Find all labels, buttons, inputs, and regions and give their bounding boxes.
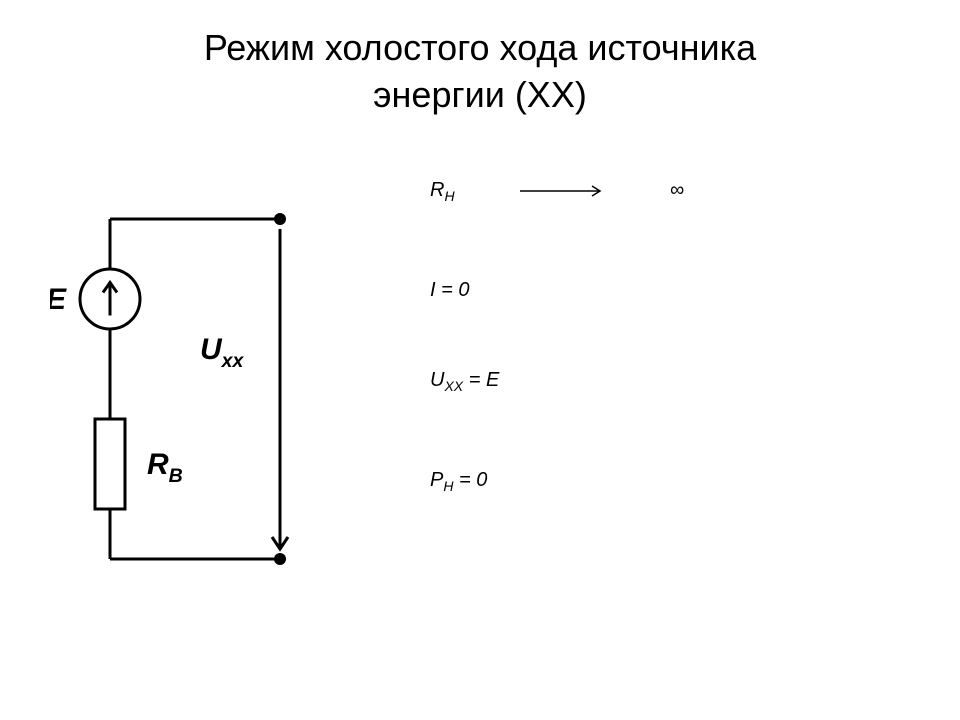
title-line-2: энергии (ХХ) — [373, 74, 587, 115]
infinity-symbol: ∞ — [670, 179, 684, 201]
uxx-sub: ХХ — [444, 378, 463, 394]
svg-text:RВ: RВ — [147, 448, 183, 487]
eq-ph-zero: PН = 0 — [430, 469, 487, 494]
eq-i-text: I = 0 — [430, 279, 469, 301]
title-line-1: Режим холостого хода источника — [204, 27, 756, 68]
eq-rh-limit: RН — [430, 179, 455, 204]
limit-arrow — [520, 179, 640, 209]
circuit-diagram: E Uхх RВ — [50, 159, 390, 599]
ph-rhs: = 0 — [459, 469, 487, 491]
eq-infinity: ∞ — [670, 179, 684, 202]
uxx-lhs: U — [430, 369, 444, 391]
rh-var: R — [430, 179, 444, 201]
ph-sub: Н — [443, 478, 453, 494]
uxx-rhs: = E — [469, 369, 500, 391]
eq-uxx-e: UХХ = E — [430, 369, 499, 394]
rh-sub: Н — [444, 188, 454, 204]
eq-i-zero: I = 0 — [430, 279, 469, 302]
slide-title: Режим холостого хода источника энергии (… — [0, 0, 960, 119]
ph-lhs: P — [430, 469, 443, 491]
content-area: EUххRВ RН ∞ I = 0 UХХ = E PН = 0 — [0, 149, 960, 689]
svg-text:E: E — [50, 283, 67, 316]
svg-text:Uхх: Uхх — [200, 333, 245, 372]
